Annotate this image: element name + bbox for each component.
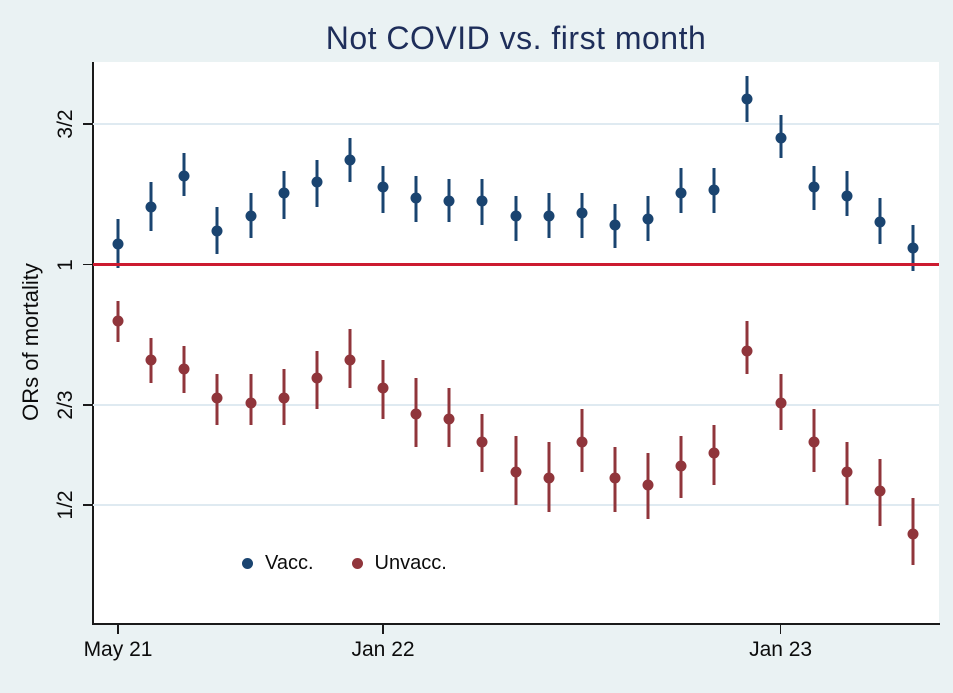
x-tick-label: May 21 bbox=[83, 638, 153, 661]
data-point bbox=[410, 408, 422, 420]
gridline bbox=[93, 123, 939, 125]
y-tick-label: 2/3 bbox=[54, 390, 77, 420]
data-point bbox=[741, 93, 753, 105]
data-point bbox=[112, 315, 124, 327]
y-tick-label: 1/2 bbox=[54, 490, 77, 520]
legend-item-vacc: Vacc. bbox=[242, 552, 314, 575]
legend-item-unvacc: Unvacc. bbox=[351, 552, 447, 575]
data-point bbox=[576, 207, 588, 219]
legend: Vacc. Unvacc. bbox=[242, 552, 447, 575]
data-point bbox=[178, 170, 190, 182]
data-point bbox=[775, 132, 787, 144]
data-point bbox=[907, 528, 919, 540]
x-axis-line bbox=[91, 623, 940, 625]
data-point bbox=[311, 372, 323, 384]
data-point bbox=[145, 201, 157, 213]
data-point bbox=[576, 436, 588, 448]
chart-title: Not COVID vs. first month bbox=[325, 20, 707, 56]
data-point bbox=[178, 363, 190, 375]
y-tick bbox=[83, 123, 92, 125]
data-point bbox=[410, 192, 422, 204]
data-point bbox=[344, 154, 356, 166]
data-point bbox=[145, 354, 157, 366]
data-point bbox=[741, 345, 753, 357]
data-point bbox=[841, 190, 853, 202]
vacc-marker-icon bbox=[242, 558, 253, 569]
data-point bbox=[642, 213, 654, 225]
data-point bbox=[775, 397, 787, 409]
data-point bbox=[443, 413, 455, 425]
y-tick-label: 1 bbox=[54, 258, 77, 271]
data-point bbox=[642, 479, 654, 491]
data-point bbox=[344, 354, 356, 366]
y-tick bbox=[83, 404, 92, 406]
gridline bbox=[93, 404, 939, 406]
data-point bbox=[112, 238, 124, 250]
reference-line bbox=[93, 263, 939, 266]
data-point bbox=[476, 195, 488, 207]
data-point bbox=[443, 195, 455, 207]
data-point bbox=[476, 436, 488, 448]
data-point bbox=[907, 242, 919, 254]
data-point bbox=[510, 466, 522, 478]
data-point bbox=[211, 392, 223, 404]
y-axis-line bbox=[91, 62, 94, 625]
y-tick bbox=[83, 263, 92, 266]
data-point bbox=[510, 210, 522, 222]
data-point bbox=[808, 181, 820, 193]
x-tick-label: Jan 23 bbox=[749, 638, 813, 661]
data-point bbox=[841, 466, 853, 478]
y-axis-title: ORs of mortality bbox=[18, 263, 43, 421]
data-point bbox=[874, 216, 886, 228]
legend-label-unvacc: Unvacc. bbox=[374, 552, 447, 574]
data-point bbox=[708, 184, 720, 196]
data-point bbox=[708, 447, 720, 459]
data-point bbox=[377, 382, 389, 394]
y-tick-label: 3/2 bbox=[54, 109, 77, 139]
data-point bbox=[278, 187, 290, 199]
data-point bbox=[311, 176, 323, 188]
data-point bbox=[543, 472, 555, 484]
data-point bbox=[874, 485, 886, 497]
data-point bbox=[377, 181, 389, 193]
x-tick bbox=[779, 625, 782, 634]
data-point bbox=[543, 210, 555, 222]
data-point bbox=[609, 472, 621, 484]
x-tick-label: Jan 22 bbox=[351, 638, 415, 661]
data-point bbox=[245, 210, 257, 222]
legend-label-vacc: Vacc. bbox=[265, 552, 314, 574]
gridline bbox=[93, 504, 939, 506]
unvacc-marker-icon bbox=[351, 558, 363, 569]
data-point bbox=[245, 397, 257, 409]
data-point bbox=[675, 460, 687, 472]
y-tick bbox=[83, 504, 92, 506]
data-point bbox=[211, 225, 223, 237]
data-point bbox=[609, 219, 621, 231]
data-point bbox=[675, 187, 687, 199]
data-point bbox=[808, 436, 820, 448]
data-point bbox=[278, 392, 290, 404]
x-tick bbox=[117, 625, 119, 634]
plot-area: Vacc. Unvacc. bbox=[93, 62, 939, 623]
x-tick bbox=[382, 625, 384, 634]
